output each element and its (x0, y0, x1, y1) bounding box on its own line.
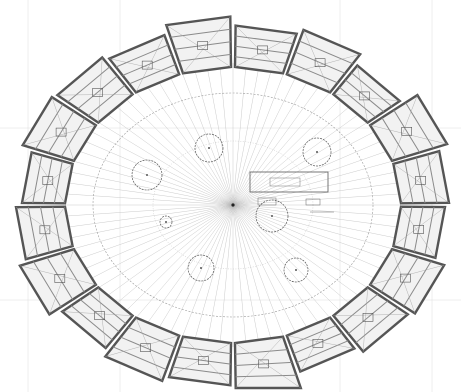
construction-ray (233, 172, 396, 205)
construction-ray (233, 205, 383, 270)
construction-ray (145, 205, 233, 326)
construction-ray (233, 205, 342, 313)
construction-ray (233, 65, 259, 205)
construction-ray (114, 105, 233, 205)
construction-ray (233, 205, 352, 305)
construction-ray (67, 183, 233, 205)
construction-ray (70, 172, 233, 205)
round-element-center (165, 221, 167, 223)
round-element-center (295, 269, 297, 271)
construction-ray (233, 205, 321, 326)
construction-ray (233, 205, 361, 297)
round-element-center (146, 174, 148, 176)
construction-ray (220, 63, 233, 205)
round-element (188, 255, 214, 281)
round-element-center (200, 267, 202, 269)
construction-ray (233, 63, 246, 205)
room-segment (235, 26, 297, 74)
construction-ray (233, 70, 285, 205)
construction-ray (73, 205, 233, 249)
room-wall (393, 207, 445, 258)
construction-ray (90, 131, 233, 205)
construction-ray (233, 84, 321, 205)
radial-center-point (231, 203, 234, 206)
construction-ray (70, 205, 233, 238)
construction-ray (83, 205, 233, 270)
construction-ray (233, 205, 246, 347)
construction-ray (207, 65, 233, 205)
construction-ray (105, 113, 233, 205)
construction-ray (194, 205, 233, 343)
room-segment (22, 152, 73, 203)
construction-ray (66, 194, 234, 205)
construction-ray (233, 141, 383, 206)
construction-ray (157, 205, 233, 332)
construction-ray (83, 141, 233, 206)
construction-ray (233, 67, 272, 205)
construction-ray (66, 205, 234, 216)
construction-ray (67, 205, 233, 227)
round-element (303, 138, 331, 166)
construction-ray (90, 205, 233, 279)
room-segment (169, 337, 231, 386)
round-element-center (271, 215, 273, 217)
construction-ray (233, 205, 259, 345)
construction-ray (105, 205, 233, 297)
construction-ray (233, 205, 401, 216)
room-segment (393, 207, 445, 258)
construction-ray (220, 205, 233, 347)
construction-ray (124, 97, 233, 205)
room-wall (235, 26, 297, 74)
construction-ray (233, 113, 361, 205)
construction-ray (181, 70, 233, 205)
round-element-center (316, 151, 318, 153)
construction-ray (233, 131, 376, 205)
construction-ray (233, 97, 342, 205)
construction-ray (233, 161, 393, 205)
construction-ray (145, 84, 233, 205)
construction-ray (114, 205, 233, 305)
construction-ray (181, 205, 233, 340)
construction-ray (233, 205, 272, 343)
construction-ray (233, 205, 396, 238)
construction-ray (207, 205, 233, 345)
construction-ray (73, 161, 233, 205)
construction-ray (233, 205, 376, 279)
round-element (195, 134, 223, 162)
construction-ray (233, 105, 352, 205)
construction-ray (194, 67, 233, 205)
room-wall (169, 337, 231, 386)
room-wall (22, 152, 73, 203)
construction-ray (233, 205, 309, 332)
construction-ray (124, 205, 233, 313)
round-element-center (208, 147, 210, 149)
